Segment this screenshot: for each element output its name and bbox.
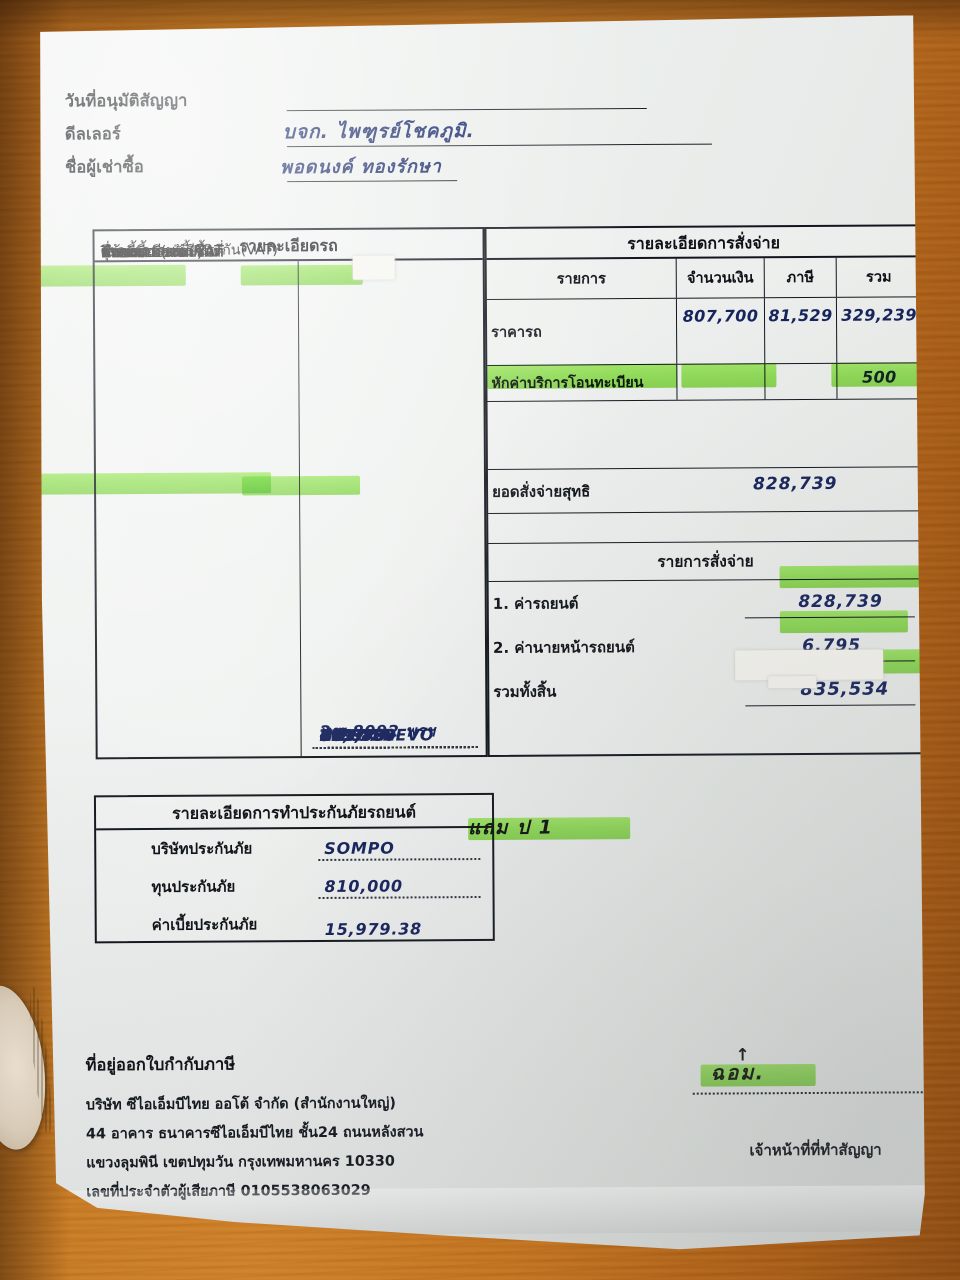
payment-row-transfer-fee: หักค่าบริการโอนทะเบียน 500 (487, 363, 921, 402)
payment-row-car-price: ราคารถ 807,700 81,529 329,239 (487, 297, 921, 366)
payment-net-total-value[interactable]: 828,739 (752, 473, 838, 495)
insurance-row-sum-insured: ทุนประกันภัย 810,000 (96, 866, 492, 906)
invoice-address-line-2: 44 อาคาร ธนาคารซีไอเอ็มบีไทย ชั้น24 ถนนห… (85, 1124, 424, 1143)
payment-details-title: รายละเอียดการสั่งจ่าย (486, 226, 920, 260)
field-lessee-name-value[interactable]: พอดนงค์ ทองรักษา (280, 156, 442, 179)
insurance-row-sum-insured-dotline (319, 896, 481, 899)
header-fields: วันที่อนุมัติสัญญา ดีลเลอร์ บจก. ไพฑูรย์… (65, 81, 706, 184)
field-approval-date-label: วันที่อนุมัติสัญญา (64, 90, 188, 111)
disbursement-row-vehicle-cost-label: 1. ค่ารถยนต์ (492, 594, 579, 613)
insurance-details-title: รายละเอียดการทำประกันภัยรถยนต์ (96, 795, 492, 830)
payment-details-table: รายละเอียดการสั่งจ่าย รายการ จำนวนเงิน ภ… (484, 224, 925, 757)
car-row-installment-dotline (313, 746, 478, 749)
field-dealer-label: ดีลเลอร์ (64, 124, 121, 144)
car-row-color: สี เทา (95, 384, 483, 428)
field-lessee-name-label: ชื่อผู้เช่าซื้อ (65, 157, 144, 177)
payment-net-total-label: ยอดสั่งจ่ายสุทธิ (492, 482, 591, 501)
insurance-row-sum-insured-value[interactable]: 810,000 (324, 876, 404, 896)
invoice-address-line-3: แขวงลุมพินี เขตปทุมวัน กรุงเทพมหานคร 103… (86, 1153, 395, 1172)
invoice-address-title: ที่อยู่ออกใบกำกับภาษี (85, 1054, 236, 1075)
insurance-row-company-value[interactable]: SOMPO (324, 838, 395, 858)
field-dealer-value[interactable]: บจก. ไพฑูรย์โชคภูมิ. (282, 120, 475, 144)
invoice-address-block: ที่อยู่ออกใบกำกับภาษี บริษัท ซีไอเอ็มบีไ… (85, 1050, 516, 1208)
payment-net-total-row: ยอดสั่งจ่ายสุทธิ 828,739 (488, 467, 922, 514)
disbursement-row-broker-fee-line (745, 660, 915, 662)
car-row-plate: เลขทะเบียน 2ฒ 8092 พรฯ (96, 426, 484, 470)
field-dealer: ดีลเลอร์ บจก. ไพฑูรย์โชคภูมิ. (65, 114, 705, 151)
payment-row-transfer-fee-total[interactable]: 500 (862, 367, 897, 387)
column-header-tax: ภาษี (765, 258, 837, 297)
car-row-price-vat: ราคารถ รวม VAT 829,839 (96, 509, 484, 553)
insurance-row-premium-value[interactable]: 15,979.38 (324, 919, 423, 939)
document-content: วันที่อนุมัติสัญญา ดีลเลอร์ บจก. ไพฑูรย์… (31, 15, 929, 1270)
lessee-writing-line[interactable] (287, 180, 457, 182)
car-row-installment-value[interactable]: 14,685 (319, 725, 385, 745)
disbursement-title-row: รายการสั่งจ่าย (488, 541, 922, 582)
disbursement-row-grand-total-label: รวมทั้งสิ้น (493, 682, 557, 701)
officer-signature-block: ฉอม. เจ้าหน้าที่ที่ทำสัญญา (693, 1055, 939, 1162)
officer-signature-handwriting[interactable]: ฉอม. (710, 1060, 766, 1085)
disbursement-row-grand-total: รวมทั้งสิ้น 835,534 (489, 667, 923, 714)
disbursement-row-broker-fee-label: 2. ค่านายหน้ารถยนต์ (492, 638, 635, 657)
disbursement-row-vehicle-cost: 1. ค่ารถยนต์ 828,739 (489, 579, 923, 626)
contract-document-sheet: วันที่อนุมัติสัญญา ดีลเลอร์ บจก. ไพฑูรย์… (31, 15, 929, 1270)
car-row-model: รุ่นรถ HILUX REVO (95, 301, 483, 345)
car-details-table: รายละเอียดรถ ยี่ห้อรถ TOYOTA รุ่นรถ HILU… (92, 227, 487, 759)
disbursement-row-grand-total-value[interactable]: 835,534 (800, 678, 890, 701)
payment-row-transfer-fee-label: หักค่าบริการโอนทะเบียน (491, 374, 644, 392)
insurance-row-sum-insured-label: ทุนประกันภัย (151, 877, 236, 897)
insurance-row-premium-label: ค่าเบี้ยประกันภัย (151, 915, 258, 935)
disbursement-row-broker-fee-value[interactable]: 6,795 (802, 635, 862, 657)
car-row-first-payment-date-label: ชำระงวดแรกวันที่ (100, 241, 224, 262)
approval-date-writing-line[interactable] (287, 108, 647, 111)
disbursement-row-vehicle-cost-value[interactable]: 828,739 (798, 591, 883, 613)
insurance-row-company-label: บริษัทประกันภัย (151, 839, 253, 859)
car-row-year: ปี 2017 (95, 343, 483, 387)
car-row-price-incl-premium: ราคารถรวมเบี้ยประกัน(VAT) - (97, 592, 485, 636)
disbursement-title: รายการสั่งจ่าย (657, 552, 754, 571)
column-header-item: รายการ (487, 259, 677, 299)
signature-dotted-line[interactable] (693, 1091, 931, 1094)
car-row-price: ราคารถ 807,700 (96, 467, 484, 511)
disbursement-row-broker-fee: 2. ค่านายหน้ารถยนต์ 6,795 (489, 623, 923, 670)
payment-blank-row (488, 399, 922, 470)
payment-row-car-price-amount[interactable]: 807,700 (682, 306, 759, 326)
payment-row-car-price-total[interactable]: 329,239 (841, 305, 917, 325)
insurance-row-premium: ค่าเบี้ยประกันภัย 15,979.38 (97, 904, 493, 944)
insurance-row-company-dotline (318, 858, 480, 861)
payment-table-header-row: รายการ จำนวนเงิน ภาษี รวม (487, 257, 921, 300)
car-row-term: ระยะเวลาเช่าซื้อ 72 (97, 675, 485, 719)
insurance-row-company: บริษัทประกันภัย SOMPO (96, 828, 492, 868)
insurance-handwritten-note[interactable]: แถม ป 1 (468, 816, 554, 840)
payment-row-car-price-tax[interactable]: 81,529 (768, 305, 833, 326)
car-row-interest: ดอกเบี้ย (ต่อปี) 7.70 % (97, 633, 485, 677)
invoice-address-line-1: บริษัท ซีไอเอ็มบีไทย ออโต้ จำกัด (สำนักง… (85, 1095, 396, 1114)
payment-row-transfer-fee-amount[interactable] (677, 372, 764, 373)
disbursement-row-vehicle-cost-line (745, 616, 915, 618)
column-header-amount: จำนวนเงิน (677, 258, 765, 298)
invoice-tax-id-line: เลขที่ประจำตัวผู้เสียภาษี 0105538063029 (86, 1182, 371, 1201)
officer-signature-caption: เจ้าหน้าที่ที่ทำสัญญา (749, 1140, 882, 1160)
payment-spacer-row (488, 511, 922, 544)
payment-row-car-price-label: ราคารถ (491, 323, 542, 341)
column-header-total: รวม (865, 269, 892, 286)
car-row-life-premium: ค่าเบี้ยประกันชีวิต - (96, 550, 484, 594)
field-approval-date: วันที่อนุมัติสัญญา (65, 81, 705, 118)
insurance-details-table: รายละเอียดการทำประกันภัยรถยนต์ บริษัทประ… (94, 793, 495, 943)
disbursement-row-grand-total-line (745, 704, 915, 706)
field-lessee-name: ชื่อผู้เช่าซื้อ พอดนงค์ ทองรักษา (65, 147, 705, 184)
